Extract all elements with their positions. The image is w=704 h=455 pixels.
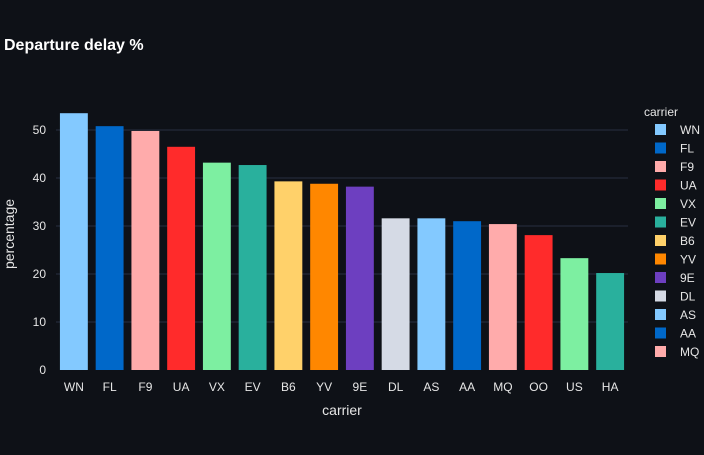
x-tick-label: YV bbox=[316, 380, 332, 394]
legend-item-MQ[interactable]: MQ bbox=[680, 345, 699, 359]
bar-UA[interactable] bbox=[167, 146, 196, 370]
bar-WN[interactable] bbox=[59, 113, 88, 370]
x-tick-label: US bbox=[566, 380, 583, 394]
legend-item-B6[interactable]: B6 bbox=[680, 234, 695, 248]
legend-item-EV[interactable]: EV bbox=[680, 216, 696, 230]
bar-AS[interactable] bbox=[417, 218, 446, 370]
legend-title: carrier bbox=[644, 105, 678, 119]
legend-swatch[interactable] bbox=[655, 124, 666, 135]
legend-item-WN[interactable]: WN bbox=[680, 123, 700, 137]
bar-US[interactable] bbox=[560, 258, 589, 370]
x-axis-ticks: WN FL F9 UA VX EV B6 YV 9E DL AS AA MQ OO US HA bbox=[64, 380, 619, 394]
x-tick-label: VX bbox=[209, 380, 225, 394]
x-tick-label: EV bbox=[245, 380, 261, 394]
x-tick-label: UA bbox=[173, 380, 190, 394]
legend-item-FL[interactable]: FL bbox=[680, 142, 694, 156]
x-tick-label: 9E bbox=[353, 380, 368, 394]
chart-title: Departure delay % bbox=[4, 37, 144, 54]
bar-YV[interactable] bbox=[310, 183, 339, 370]
bar-B6[interactable] bbox=[274, 181, 303, 370]
x-tick-label: MQ bbox=[493, 380, 512, 394]
legend-swatch[interactable] bbox=[655, 179, 666, 191]
legend-swatch[interactable] bbox=[655, 216, 666, 228]
x-tick-label: B6 bbox=[281, 380, 296, 394]
x-tick-label: WN bbox=[64, 380, 84, 394]
bar-MQ[interactable] bbox=[488, 224, 517, 370]
bar-OO[interactable] bbox=[524, 235, 553, 370]
x-axis-label: carrier bbox=[322, 402, 362, 418]
legend-item-UA[interactable]: UA bbox=[680, 179, 697, 193]
bar-EV[interactable] bbox=[238, 165, 267, 370]
bar-F9[interactable] bbox=[131, 130, 160, 370]
y-tick-label: 50 bbox=[33, 123, 47, 137]
legend-swatch[interactable] bbox=[655, 142, 666, 154]
legend-swatch[interactable] bbox=[655, 272, 666, 283]
y-tick-label: 20 bbox=[33, 267, 47, 281]
bar-AA[interactable] bbox=[453, 221, 482, 370]
x-tick-label: FL bbox=[103, 380, 117, 394]
bar-VX[interactable] bbox=[202, 162, 231, 370]
x-tick-label: DL bbox=[388, 380, 404, 394]
x-tick-label: AS bbox=[423, 380, 439, 394]
legend-item-DL[interactable]: DL bbox=[680, 290, 696, 304]
x-tick-label: F9 bbox=[138, 380, 152, 394]
y-tick-label: 30 bbox=[33, 219, 47, 233]
y-axis-ticks: 0 10 20 30 40 50 bbox=[33, 123, 47, 377]
legend-swatch[interactable] bbox=[655, 327, 666, 339]
x-tick-label: HA bbox=[602, 380, 619, 394]
legend-swatch[interactable] bbox=[655, 235, 666, 246]
y-tick-label: 10 bbox=[33, 315, 47, 329]
x-tick-label: OO bbox=[529, 380, 548, 394]
legend-swatch[interactable] bbox=[655, 346, 666, 357]
bar-DL[interactable] bbox=[381, 218, 410, 370]
bar-HA[interactable] bbox=[596, 273, 625, 370]
legend-swatch[interactable] bbox=[655, 161, 666, 172]
y-tick-label: 0 bbox=[39, 363, 46, 377]
x-tick-label: AA bbox=[459, 380, 475, 394]
legend-item-VX[interactable]: VX bbox=[680, 197, 696, 211]
legend-swatch[interactable] bbox=[655, 253, 666, 265]
legend: carrier WN FL F9 UA VX EV B6 YV 9E DL AS AA MQ bbox=[644, 105, 700, 359]
legend-item-AS[interactable]: AS bbox=[680, 308, 696, 322]
legend-item-9E[interactable]: 9E bbox=[680, 271, 695, 285]
legend-item-F9[interactable]: F9 bbox=[680, 160, 694, 174]
legend-item-AA[interactable]: AA bbox=[680, 327, 696, 341]
bar-9E[interactable] bbox=[345, 186, 374, 370]
y-axis-label: percentage bbox=[1, 199, 17, 269]
legend-item-YV[interactable]: YV bbox=[680, 253, 696, 267]
legend-swatch[interactable] bbox=[655, 309, 666, 320]
legend-swatch[interactable] bbox=[655, 290, 666, 302]
bars bbox=[59, 113, 625, 370]
bar-FL[interactable] bbox=[95, 126, 124, 370]
y-tick-label: 40 bbox=[33, 171, 47, 185]
legend-swatch[interactable] bbox=[655, 198, 666, 209]
